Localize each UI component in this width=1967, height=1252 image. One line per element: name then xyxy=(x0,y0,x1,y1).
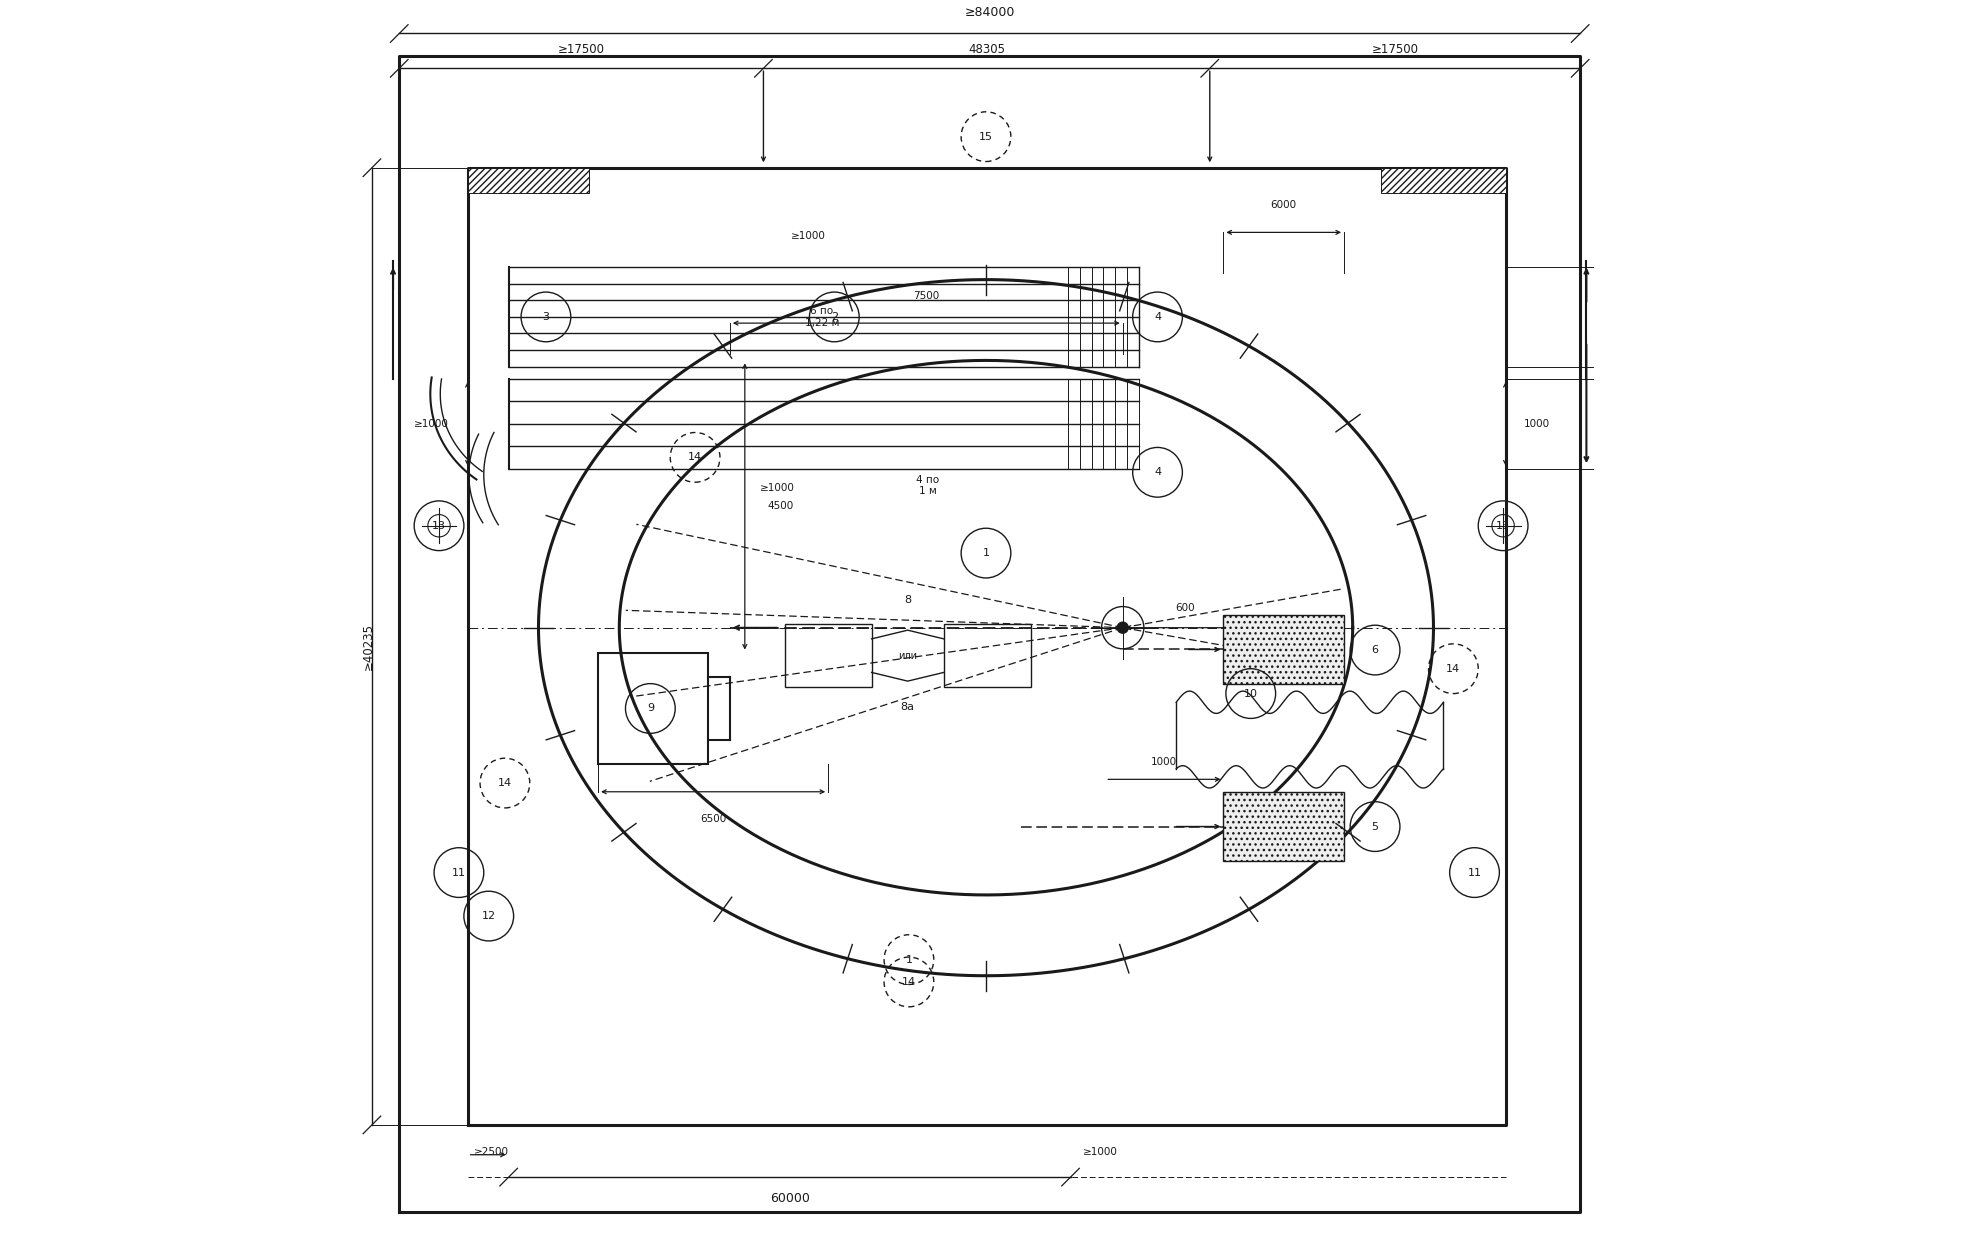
Text: ≥2500: ≥2500 xyxy=(474,1147,509,1157)
Text: 14: 14 xyxy=(901,977,917,987)
Bar xyxy=(1223,615,1343,684)
Text: 6 по
1,22 м: 6 по 1,22 м xyxy=(805,305,840,328)
Text: 9: 9 xyxy=(647,704,653,714)
Bar xyxy=(944,623,1031,687)
Text: 11: 11 xyxy=(1467,868,1481,878)
Text: 14: 14 xyxy=(498,777,511,788)
Text: 10: 10 xyxy=(1243,689,1257,699)
Text: ≥17500: ≥17500 xyxy=(1371,43,1418,56)
Text: ≥17500: ≥17500 xyxy=(559,43,604,56)
Text: 600: 600 xyxy=(1174,602,1194,612)
Text: 11: 11 xyxy=(452,868,466,878)
Text: 7500: 7500 xyxy=(913,290,940,300)
Text: 1: 1 xyxy=(982,548,989,558)
Text: 6: 6 xyxy=(1371,645,1379,655)
Text: ≥40235: ≥40235 xyxy=(362,622,374,670)
Text: 6500: 6500 xyxy=(700,814,726,824)
Text: ≥1000: ≥1000 xyxy=(1084,1147,1117,1157)
Text: 48305: 48305 xyxy=(968,43,1005,56)
Text: или: или xyxy=(899,651,917,661)
Text: 60000: 60000 xyxy=(769,1192,810,1204)
Text: 4500: 4500 xyxy=(767,502,793,512)
Text: 15: 15 xyxy=(980,131,993,141)
Text: 13: 13 xyxy=(1497,521,1511,531)
Bar xyxy=(468,168,590,193)
Text: 4 по
1 м: 4 по 1 м xyxy=(917,475,938,496)
Text: 12: 12 xyxy=(482,911,496,921)
Text: ≥84000: ≥84000 xyxy=(964,5,1015,19)
Text: 1000: 1000 xyxy=(1151,757,1176,767)
Text: 14: 14 xyxy=(688,452,702,462)
Text: 8а: 8а xyxy=(901,702,915,712)
Text: ≥1000: ≥1000 xyxy=(759,483,795,493)
Bar xyxy=(1223,791,1343,861)
Text: 8: 8 xyxy=(905,595,911,605)
Bar xyxy=(1381,168,1505,193)
Text: ≥1000: ≥1000 xyxy=(791,232,826,242)
Text: 1: 1 xyxy=(905,954,913,964)
Text: 6000: 6000 xyxy=(1271,200,1296,210)
Circle shape xyxy=(1117,621,1129,634)
Text: 13: 13 xyxy=(433,521,447,531)
Bar xyxy=(785,623,871,687)
Bar xyxy=(598,652,708,765)
Text: 4: 4 xyxy=(1155,467,1161,477)
Text: 4: 4 xyxy=(1155,312,1161,322)
Text: 3: 3 xyxy=(543,312,549,322)
Text: 1000: 1000 xyxy=(1524,419,1550,429)
Text: 14: 14 xyxy=(1446,664,1460,674)
Text: ≥1000: ≥1000 xyxy=(415,419,448,429)
Text: 2: 2 xyxy=(830,312,838,322)
Text: 5: 5 xyxy=(1371,821,1379,831)
